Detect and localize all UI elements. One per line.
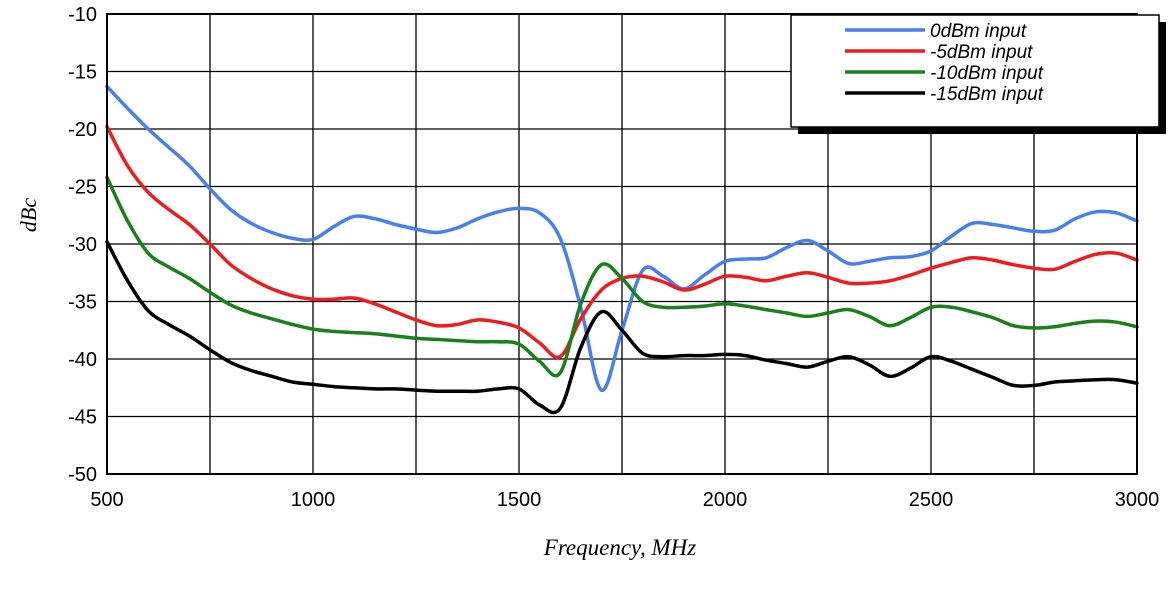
x-tick-label: 3000 (1115, 489, 1160, 511)
x-tick-label: 1000 (291, 489, 336, 511)
y-tick-label: -40 (68, 349, 97, 371)
x-axis-title: Frequency, MHz (543, 535, 696, 560)
x-tick-label: 2000 (703, 489, 748, 511)
x-tick-label: 2500 (909, 489, 954, 511)
y-tick-label: -20 (68, 119, 97, 141)
legend: 0dBm input-5dBm input-10dBm input-15dBm … (790, 14, 1166, 134)
y-axis-title: dBc (16, 198, 41, 232)
legend-items: 0dBm input-5dBm input-10dBm input-15dBm … (845, 21, 1044, 105)
y-tick-label: -35 (68, 292, 97, 314)
legend-label: -15dBm input (930, 84, 1044, 105)
y-tick-label: -30 (68, 234, 97, 256)
series-line (105, 84, 1139, 392)
y-axis-tick-labels: -10 -15 -20 -25 -30 -35 -40 -45 -50 (68, 4, 97, 486)
x-axis-tick-labels: 500 1000 1500 2000 2500 3000 (90, 489, 1159, 511)
series-line (105, 239, 1139, 415)
legend-label: -5dBm input (930, 42, 1033, 63)
y-tick-label: -50 (68, 464, 97, 486)
plot-area-frame (106, 13, 1138, 475)
x-tick-label: 500 (90, 489, 123, 511)
series-line (105, 175, 1139, 378)
y-tick-label: -25 (68, 177, 97, 199)
x-tick-label: 1500 (497, 489, 542, 511)
y-tick-label: -10 (68, 4, 97, 26)
series-lines (105, 84, 1139, 415)
y-tick-label: -45 (68, 407, 97, 429)
legend-label: 0dBm input (930, 21, 1027, 42)
y-tick-label: -15 (68, 62, 97, 84)
legend-label: -10dBm input (930, 63, 1044, 84)
